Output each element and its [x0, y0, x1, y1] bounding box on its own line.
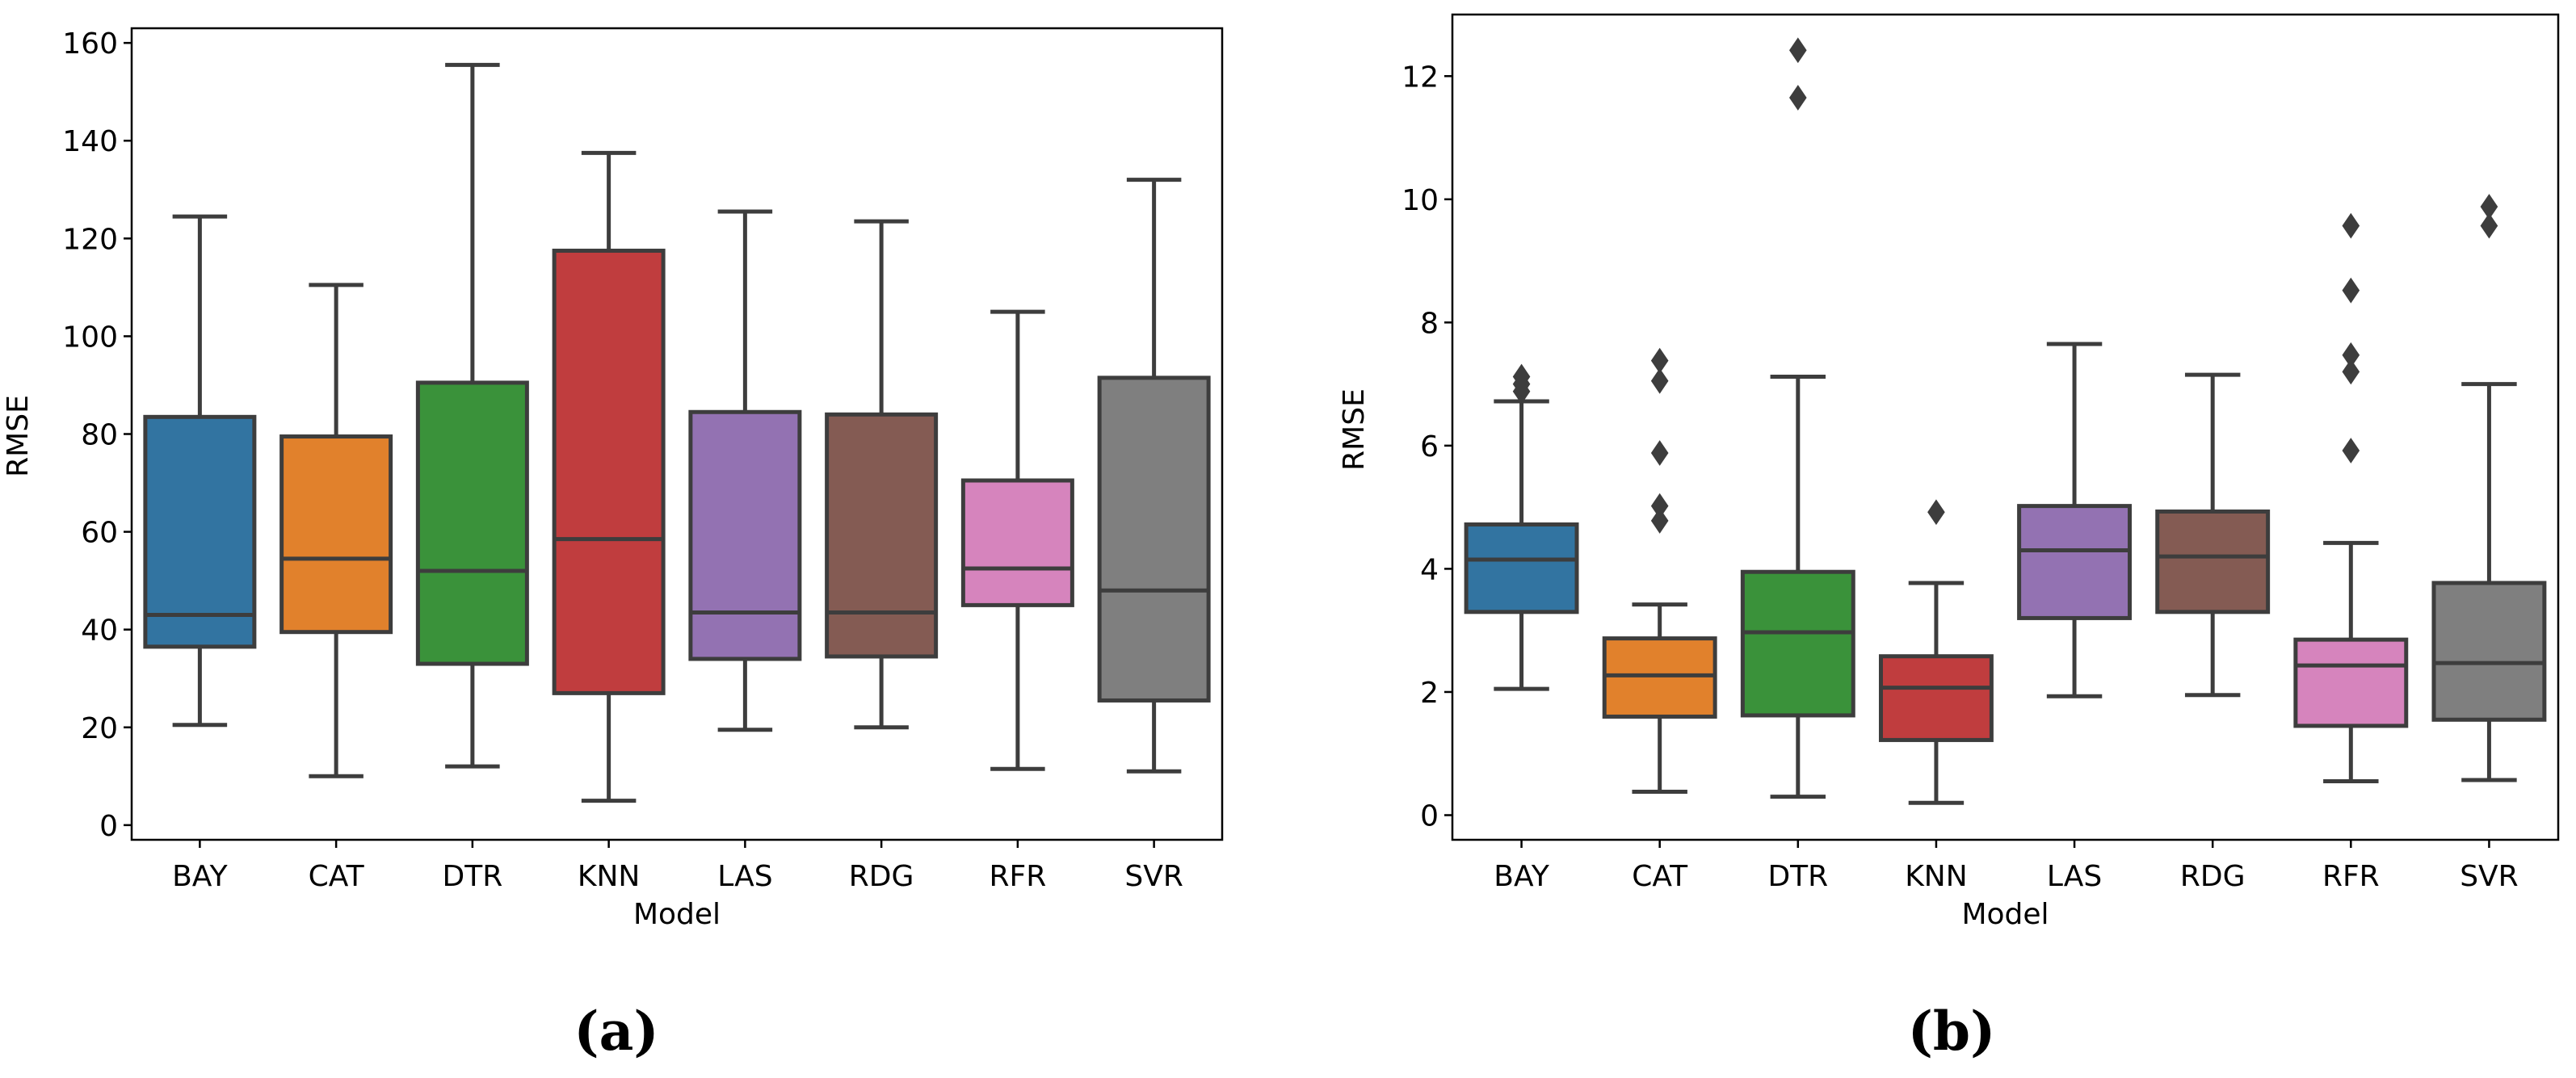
box-bay	[1464, 522, 1579, 615]
box-rdg	[2155, 509, 2271, 615]
y-tick-label: 60	[81, 517, 118, 550]
box-svr	[2431, 581, 2547, 722]
y-tick-label: 0	[1420, 799, 1439, 833]
y-tick-label: 80	[81, 419, 118, 452]
x-tick-label: LAS	[2047, 860, 2102, 893]
outlier-point	[2342, 438, 2360, 463]
box-cat	[1602, 636, 1717, 719]
x-tick-label: SVR	[1124, 860, 1183, 893]
x-axis-label: Model	[1961, 898, 2049, 931]
x-tick-label: CAT	[1632, 860, 1688, 893]
x-tick-label: KNN	[1905, 860, 1967, 893]
box-dtr	[415, 380, 529, 666]
outlier-point	[1650, 367, 1669, 394]
y-tick-label: 160	[62, 27, 118, 61]
outlier-point	[1512, 363, 1531, 390]
y-axis-label: RMSE	[1338, 388, 1371, 471]
y-tick-label: 100	[62, 321, 118, 354]
outlier-point	[2480, 212, 2498, 239]
outlier-point	[2342, 359, 2360, 385]
x-tick-label: DTR	[443, 860, 503, 893]
y-tick-label: 10	[1401, 184, 1439, 217]
outlier-point	[1789, 37, 1807, 64]
box-las	[2017, 504, 2133, 620]
x-tick-label: CAT	[309, 860, 365, 893]
box-las	[688, 409, 802, 661]
x-tick-label: DTR	[1767, 860, 1828, 893]
outlier-point	[1650, 508, 1669, 534]
y-tick-label: 0	[99, 810, 118, 843]
y-tick-label: 120	[62, 223, 118, 256]
y-tick-label: 8	[1420, 307, 1439, 340]
x-tick-label: SVR	[2460, 860, 2519, 893]
x-tick-label: RFR	[990, 860, 1047, 893]
x-tick-label: RDG	[849, 860, 914, 893]
outlier-point	[1650, 347, 1669, 374]
box-dtr	[1740, 569, 1855, 718]
boxplot-panel-a: 0 20 40 60 80 100 120 140 160 BAY CAT DTR KNN LAS RDG R…	[2, 27, 1224, 1063]
outlier-point	[1789, 85, 1807, 111]
boxplot-panel-b: 0 2 4 6 8 10 12 BAY CAT DTR KNN LAS RDG RFR SVR Model RM…	[1338, 13, 2560, 1063]
box-svr	[1097, 375, 1211, 703]
x-axis-label: Model	[633, 898, 721, 931]
box-bay	[143, 414, 257, 649]
box-cat	[279, 434, 393, 635]
x-tick-label: BAY	[172, 860, 229, 893]
outlier-point	[1650, 440, 1669, 466]
outlier-point	[2342, 277, 2360, 304]
x-tick-label: KNN	[578, 860, 640, 893]
box-rfr	[2293, 637, 2409, 728]
box-rfr	[960, 478, 1074, 607]
outlier-point	[2342, 342, 2360, 368]
box-knn	[552, 248, 666, 695]
axes-frame	[130, 27, 1224, 841]
box-knn	[1878, 654, 1994, 742]
outlier-point	[1650, 493, 1669, 519]
outlier-point	[2480, 194, 2498, 220]
x-tick-label: RDG	[2180, 860, 2246, 893]
outlier-point	[2342, 212, 2360, 239]
x-tick-label: LAS	[717, 860, 772, 893]
y-tick-label: 12	[1401, 61, 1439, 94]
y-tick-label: 20	[81, 712, 118, 745]
box-rdg	[825, 412, 939, 659]
y-axis-label: RMSE	[2, 395, 35, 477]
panel-caption: (a)	[574, 1000, 658, 1063]
y-tick-label: 6	[1420, 430, 1439, 463]
y-tick-label: 40	[81, 615, 118, 648]
x-tick-label: BAY	[1494, 860, 1550, 893]
outlier-point	[1927, 499, 1945, 526]
y-tick-label: 140	[62, 125, 118, 158]
panel-caption: (b)	[1908, 1000, 1996, 1063]
y-tick-label: 4	[1420, 553, 1439, 586]
y-tick-label: 2	[1420, 677, 1439, 710]
x-tick-label: RFR	[2322, 860, 2380, 893]
axes-frame	[1451, 13, 2560, 841]
